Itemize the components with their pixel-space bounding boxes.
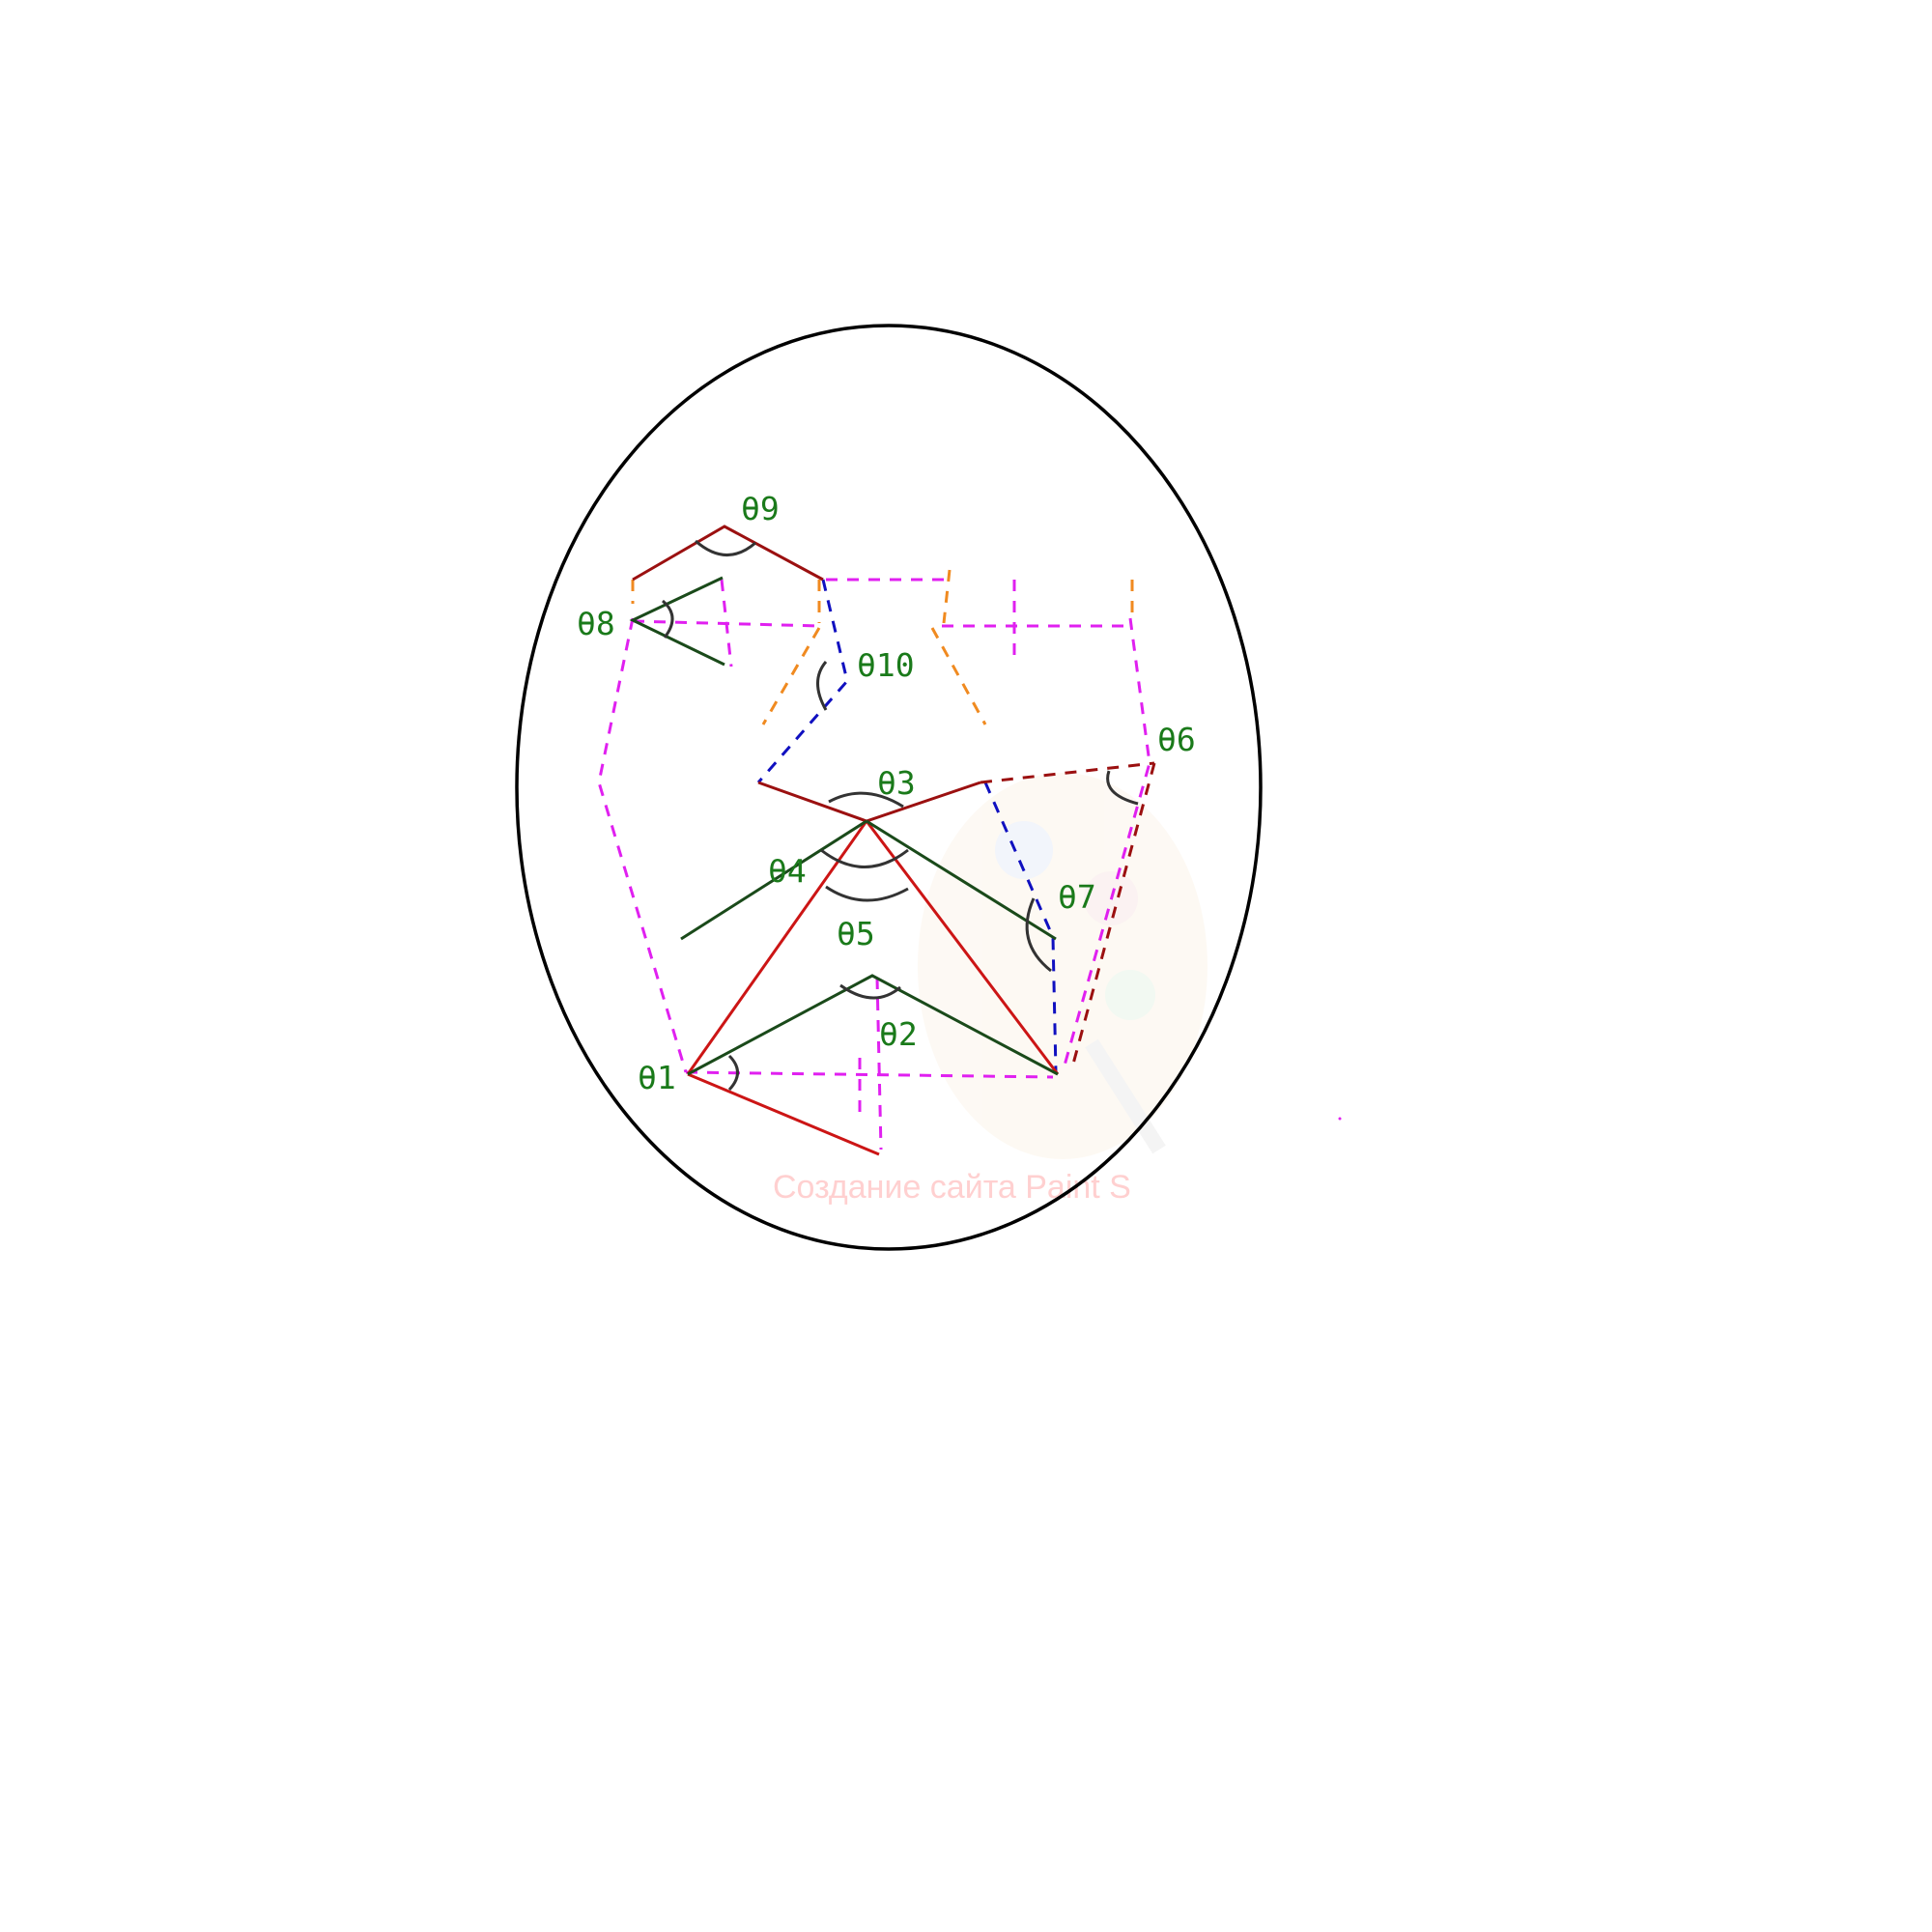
stray-dot: [1338, 1117, 1342, 1121]
angle-arcs: [661, 539, 1139, 1092]
theta4-label: θ4: [768, 852, 807, 890]
theta6-label: θ6: [1157, 721, 1196, 758]
darkred-dashed-guides: [980, 761, 1156, 1068]
face-outline: [515, 324, 1263, 1251]
red-solid-lines: [686, 820, 1060, 1156]
orange-dashed-guides: [631, 569, 1134, 725]
darkgreen-solid-lines: [629, 576, 1059, 1076]
theta5-label: θ5: [837, 915, 875, 952]
theta2-label: θ2: [879, 1015, 918, 1053]
blue-dashed-guides: [756, 579, 1058, 1073]
watermark-palette-icon: [918, 773, 1208, 1159]
theta7-label: θ7: [1058, 878, 1096, 916]
angle-labels: θ1 θ2 θ3 θ4 θ5 θ6 θ7 θ8 θ9 θ10: [577, 490, 1196, 1096]
magenta-dashed-guides: [597, 578, 1151, 1151]
theta3-label: θ3: [877, 764, 916, 802]
theta10-label: θ10: [857, 646, 915, 684]
watermark-text: Создание сайта Paint S: [773, 1169, 1131, 1206]
theta8-label: θ8: [577, 605, 615, 642]
darkred-solid-lines: [632, 525, 981, 823]
theta9-label: θ9: [741, 490, 780, 527]
theta1-label: θ1: [638, 1059, 676, 1096]
